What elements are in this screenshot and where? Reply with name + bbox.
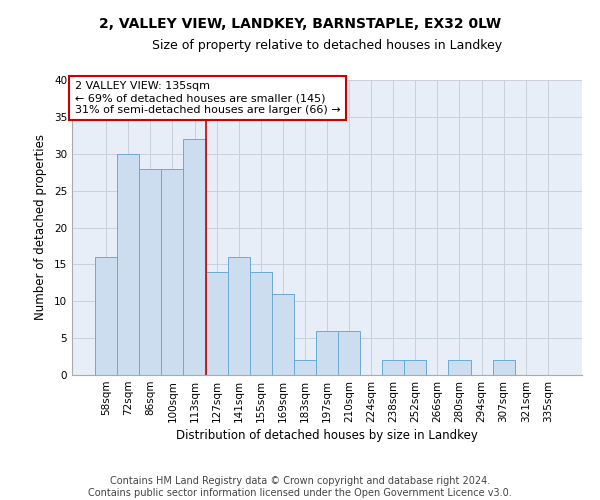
Bar — [404, 360, 427, 375]
Bar — [227, 257, 250, 375]
Bar — [493, 360, 515, 375]
Bar — [117, 154, 139, 375]
Bar — [184, 139, 206, 375]
Title: Size of property relative to detached houses in Landkey: Size of property relative to detached ho… — [152, 40, 502, 52]
Bar — [139, 168, 161, 375]
Bar — [448, 360, 470, 375]
Bar — [338, 331, 360, 375]
X-axis label: Distribution of detached houses by size in Landkey: Distribution of detached houses by size … — [176, 429, 478, 442]
Bar — [95, 257, 117, 375]
Y-axis label: Number of detached properties: Number of detached properties — [34, 134, 47, 320]
Text: Contains HM Land Registry data © Crown copyright and database right 2024.
Contai: Contains HM Land Registry data © Crown c… — [88, 476, 512, 498]
Text: 2, VALLEY VIEW, LANDKEY, BARNSTAPLE, EX32 0LW: 2, VALLEY VIEW, LANDKEY, BARNSTAPLE, EX3… — [99, 18, 501, 32]
Text: 2 VALLEY VIEW: 135sqm
← 69% of detached houses are smaller (145)
31% of semi-det: 2 VALLEY VIEW: 135sqm ← 69% of detached … — [74, 82, 340, 114]
Bar — [250, 272, 272, 375]
Bar — [316, 331, 338, 375]
Bar — [206, 272, 227, 375]
Bar — [382, 360, 404, 375]
Bar — [294, 360, 316, 375]
Bar — [161, 168, 184, 375]
Bar — [272, 294, 294, 375]
